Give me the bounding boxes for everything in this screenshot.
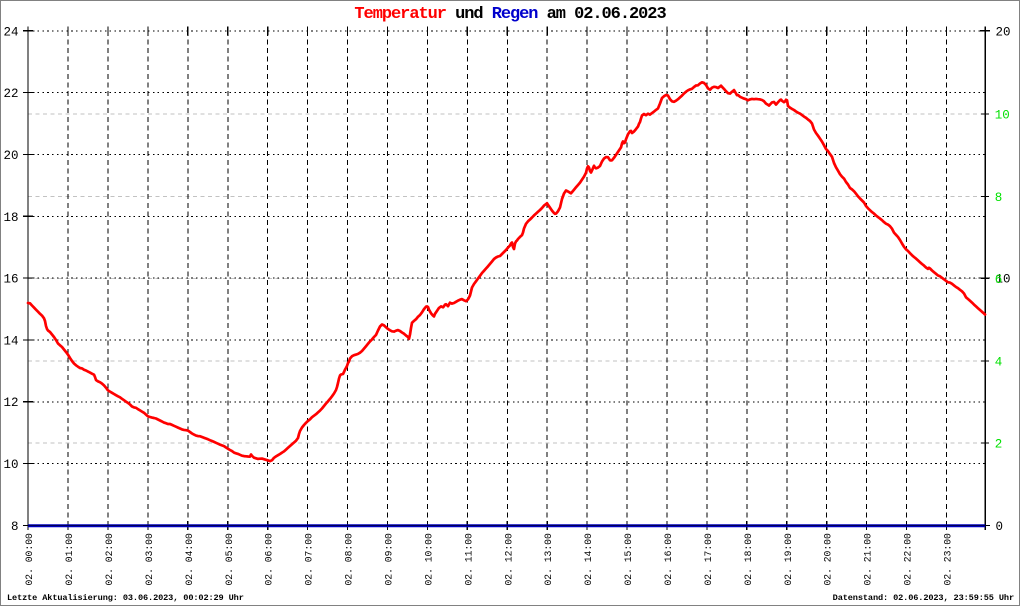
svg-text:4: 4 (995, 355, 1003, 369)
svg-text:24: 24 (3, 25, 18, 39)
svg-text:02. 00:00: 02. 00:00 (24, 533, 35, 586)
svg-text:02. 03:00: 02. 03:00 (144, 533, 155, 586)
svg-text:2: 2 (995, 438, 1003, 452)
svg-text:02. 16:00: 02. 16:00 (663, 533, 674, 586)
svg-text:02. 18:00: 02. 18:00 (743, 533, 754, 586)
svg-text:02. 13:00: 02. 13:00 (543, 533, 554, 586)
svg-text:12: 12 (3, 396, 18, 410)
svg-text:02. 14:00: 02. 14:00 (583, 533, 594, 586)
svg-text:02. 15:00: 02. 15:00 (623, 533, 634, 586)
svg-text:02. 21:00: 02. 21:00 (863, 533, 874, 586)
svg-text:Temperatur und Regen am 02.06.: Temperatur und Regen am 02.06.2023 (354, 5, 666, 24)
svg-text:0: 0 (996, 520, 1004, 534)
svg-text:02. 11:00: 02. 11:00 (463, 533, 474, 586)
svg-text:16: 16 (3, 273, 18, 287)
svg-text:20: 20 (996, 25, 1011, 39)
svg-text:02. 06:00: 02. 06:00 (264, 533, 275, 586)
svg-text:02. 01:00: 02. 01:00 (64, 533, 75, 586)
svg-text:02. 02:00: 02. 02:00 (104, 533, 115, 586)
svg-text:10: 10 (996, 273, 1011, 287)
svg-text:22: 22 (3, 87, 18, 101)
svg-text:8: 8 (995, 191, 1003, 205)
svg-text:14: 14 (3, 334, 18, 348)
svg-text:02. 20:00: 02. 20:00 (823, 533, 834, 586)
svg-text:20: 20 (3, 149, 18, 163)
svg-text:02. 08:00: 02. 08:00 (344, 533, 355, 586)
svg-text:02. 17:00: 02. 17:00 (703, 533, 714, 586)
svg-text:Letzte Aktualisierung: 03.06.2: Letzte Aktualisierung: 03.06.2023, 00:02… (7, 593, 244, 603)
svg-text:8: 8 (11, 520, 19, 534)
svg-text:6: 6 (995, 273, 1003, 287)
svg-text:02. 07:00: 02. 07:00 (304, 533, 315, 586)
svg-text:02. 05:00: 02. 05:00 (224, 533, 235, 586)
svg-text:18: 18 (3, 211, 18, 225)
svg-text:10: 10 (3, 458, 18, 472)
svg-text:Datenstand: 02.06.2023, 23:59:: Datenstand: 02.06.2023, 23:59:55 Uhr (833, 593, 1014, 603)
svg-text:02. 10:00: 02. 10:00 (423, 533, 434, 586)
svg-text:02. 04:00: 02. 04:00 (184, 533, 195, 586)
svg-text:10: 10 (995, 109, 1010, 123)
svg-text:02. 09:00: 02. 09:00 (384, 533, 395, 586)
svg-text:02. 12:00: 02. 12:00 (503, 533, 514, 586)
svg-text:02. 19:00: 02. 19:00 (783, 533, 794, 586)
svg-text:02. 22:00: 02. 22:00 (903, 533, 914, 586)
svg-text:02. 23:00: 02. 23:00 (943, 533, 954, 586)
